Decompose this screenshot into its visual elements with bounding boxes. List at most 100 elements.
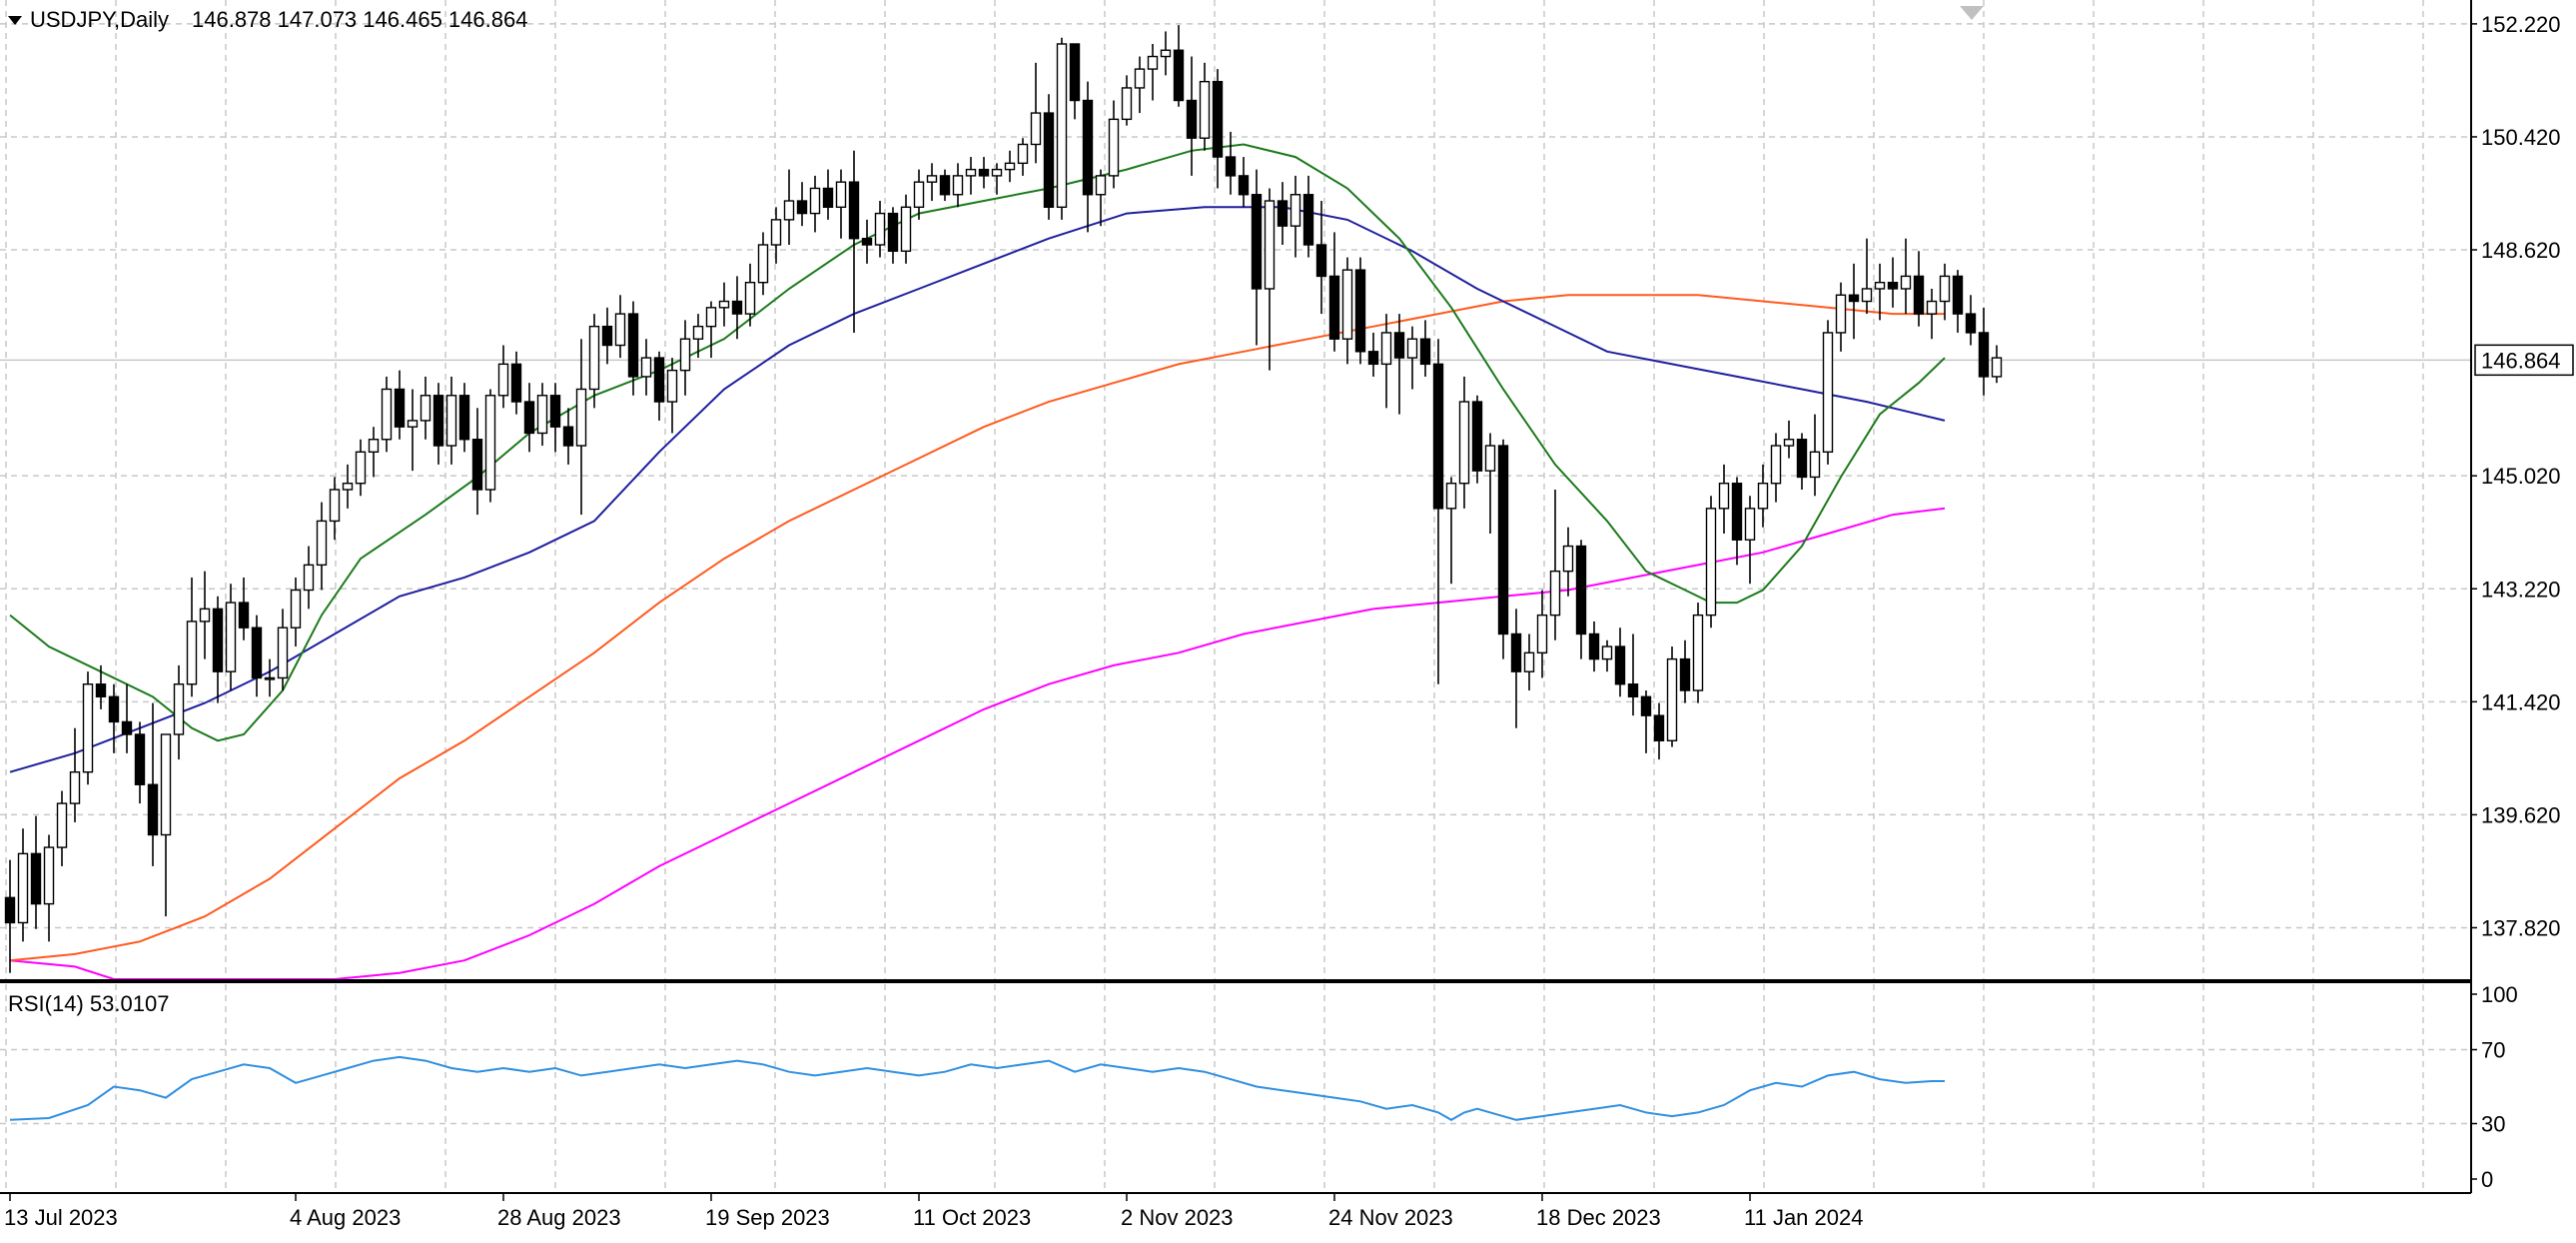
- candle-body-up: [965, 168, 977, 177]
- candle: [744, 263, 756, 327]
- candle: [757, 232, 769, 296]
- candle-body-down: [121, 720, 133, 735]
- symbol-dropdown-icon[interactable]: [8, 16, 22, 25]
- candle: [835, 169, 847, 239]
- price-tick-label: 143.220: [2481, 577, 2561, 602]
- rsi-series: [9, 1055, 1945, 1121]
- candle: [809, 175, 821, 233]
- candle-body-up: [1341, 269, 1353, 340]
- candle-body-up: [1757, 483, 1769, 510]
- candle: [640, 339, 652, 396]
- candle-body-up: [679, 338, 691, 372]
- candle-body-up: [1562, 545, 1574, 573]
- candle: [1965, 295, 1977, 346]
- candle: [1484, 433, 1496, 534]
- candle: [1251, 169, 1263, 346]
- candle-body-up: [186, 621, 198, 685]
- candle-body-up: [1445, 483, 1457, 510]
- candle: [913, 169, 925, 220]
- candle-body-up: [692, 325, 704, 340]
- date-tick-label: 11 Oct 2023: [913, 1205, 1031, 1230]
- price-grid: [0, 0, 2471, 979]
- candle: [1783, 420, 1795, 459]
- pane-separator: [0, 979, 2471, 983]
- candle-body-up: [1835, 294, 1847, 334]
- candle: [822, 169, 834, 220]
- candle-body-down: [1952, 275, 1964, 315]
- candle-body-down: [1627, 683, 1639, 698]
- candle: [329, 477, 341, 541]
- candle-body-up: [225, 602, 237, 672]
- candle-body-up: [1783, 439, 1795, 447]
- price-tick-label: 148.620: [2481, 238, 2561, 263]
- candle-body-up: [1744, 508, 1756, 541]
- candle-body-up: [1147, 55, 1159, 70]
- candle-body-up: [666, 369, 678, 403]
- candle-body-down: [1679, 657, 1691, 691]
- candle: [1731, 477, 1743, 566]
- date-tick-label: 13 Jul 2023: [4, 1205, 118, 1230]
- candle: [1406, 326, 1418, 390]
- candle-body-up: [874, 212, 886, 246]
- candle: [1393, 314, 1405, 415]
- candle-body-up: [160, 733, 172, 836]
- candle-body-down: [471, 439, 483, 491]
- candle: [1289, 175, 1301, 258]
- price-tick-label: 150.420: [2481, 125, 2561, 150]
- candle: [420, 376, 431, 440]
- chart-shift-marker-icon[interactable]: [1960, 6, 1984, 20]
- candle: [1238, 157, 1250, 208]
- candle-body-down: [1082, 99, 1094, 196]
- candle-body-up: [407, 420, 419, 428]
- candle-body-up: [199, 608, 211, 622]
- candle-body-down: [95, 683, 107, 698]
- candle: [290, 577, 302, 647]
- candle: [1887, 257, 1899, 308]
- candle: [212, 596, 224, 703]
- candle: [1874, 263, 1886, 321]
- candle: [1380, 314, 1392, 409]
- candle: [601, 307, 613, 365]
- candle-body-up: [17, 852, 29, 924]
- candle: [173, 664, 185, 760]
- candle-body-down: [1432, 363, 1444, 510]
- candle: [225, 584, 237, 691]
- candle: [900, 194, 912, 264]
- candle: [1315, 201, 1327, 315]
- candle: [1679, 639, 1691, 703]
- rsi-line: [9, 1055, 1945, 1121]
- candle: [186, 577, 198, 697]
- candle: [95, 664, 107, 709]
- candle-body-up: [575, 388, 587, 447]
- candle-body-up: [264, 676, 276, 680]
- candle-body-down: [458, 395, 470, 441]
- candle-body-down: [1848, 294, 1860, 303]
- candle: [56, 790, 68, 866]
- candle: [147, 702, 159, 866]
- candle-body-up: [770, 219, 782, 246]
- candle-body-up: [900, 206, 912, 252]
- candle-body-down: [1419, 338, 1431, 366]
- candle-body-up: [1380, 332, 1392, 366]
- candle: [355, 439, 367, 497]
- candle: [1147, 43, 1159, 101]
- candle: [1770, 433, 1782, 503]
- candle-body-up: [1809, 451, 1821, 479]
- candle-body-up: [1004, 162, 1016, 171]
- candle-body-down: [432, 395, 444, 447]
- candle: [1900, 238, 1912, 315]
- candle: [1549, 490, 1561, 640]
- candle: [562, 408, 574, 465]
- candle-body-up: [1199, 80, 1211, 139]
- ohlc-readout: 146.878 147.073 146.465 146.864: [192, 7, 527, 32]
- candle: [199, 571, 211, 659]
- candle: [1575, 540, 1587, 659]
- candle-body-up: [1134, 68, 1146, 89]
- candle-body-down: [1575, 545, 1587, 635]
- candle-body-up: [614, 313, 626, 347]
- candle: [238, 577, 250, 640]
- ma-200-line: [9, 507, 1946, 980]
- candle: [497, 345, 509, 409]
- candle-body-up: [484, 395, 496, 491]
